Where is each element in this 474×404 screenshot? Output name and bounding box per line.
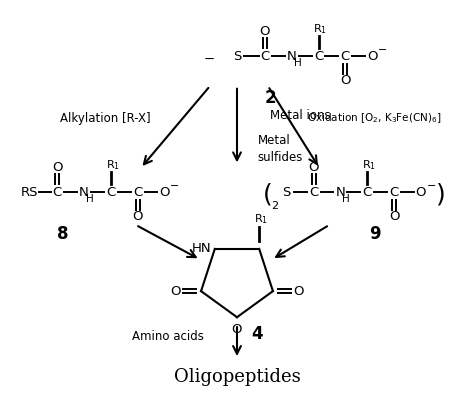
Text: C: C bbox=[341, 50, 350, 63]
Text: C: C bbox=[363, 185, 372, 199]
Text: R$_1$: R$_1$ bbox=[106, 158, 120, 172]
Text: Amino acids: Amino acids bbox=[132, 330, 204, 343]
Text: $-$: $-$ bbox=[426, 179, 436, 189]
Text: O: O bbox=[416, 185, 426, 199]
Text: sulfides: sulfides bbox=[258, 151, 303, 164]
Text: C: C bbox=[133, 185, 142, 199]
Text: O: O bbox=[389, 210, 399, 223]
Text: O: O bbox=[260, 25, 270, 38]
Text: $-$: $-$ bbox=[377, 43, 387, 53]
Text: S: S bbox=[283, 185, 291, 199]
Text: C: C bbox=[260, 50, 269, 63]
Text: O: O bbox=[232, 323, 242, 336]
Text: H: H bbox=[343, 194, 350, 204]
Text: O: O bbox=[340, 74, 351, 87]
Text: R$_1$: R$_1$ bbox=[254, 212, 268, 226]
Text: 4: 4 bbox=[251, 325, 263, 343]
Text: O: O bbox=[132, 210, 143, 223]
Text: H: H bbox=[86, 194, 94, 204]
Text: O: O bbox=[170, 285, 181, 298]
Text: ): ) bbox=[436, 182, 446, 206]
Text: $-$: $-$ bbox=[203, 51, 215, 65]
Text: Alkylation [R-X]: Alkylation [R-X] bbox=[61, 112, 151, 125]
Text: 8: 8 bbox=[57, 225, 69, 243]
Text: N: N bbox=[79, 185, 89, 199]
Text: S: S bbox=[233, 50, 241, 63]
Text: R$_1$: R$_1$ bbox=[362, 158, 376, 172]
Text: Metal ions: Metal ions bbox=[270, 109, 330, 122]
Text: Oxidation [O$_2$, K$_3$Fe(CN)$_6$]: Oxidation [O$_2$, K$_3$Fe(CN)$_6$] bbox=[307, 112, 441, 126]
Text: Oligopeptides: Oligopeptides bbox=[173, 368, 301, 386]
Text: (: ( bbox=[263, 182, 273, 206]
Text: N: N bbox=[287, 50, 297, 63]
Text: H: H bbox=[294, 58, 301, 68]
Text: O: O bbox=[367, 50, 377, 63]
Text: O: O bbox=[159, 185, 170, 199]
Text: C: C bbox=[53, 185, 62, 199]
Text: N: N bbox=[336, 185, 345, 199]
Text: Metal: Metal bbox=[258, 134, 291, 147]
Text: HN: HN bbox=[192, 242, 212, 255]
Text: C: C bbox=[309, 185, 318, 199]
Text: O: O bbox=[52, 161, 62, 174]
Text: C: C bbox=[390, 185, 399, 199]
Text: O: O bbox=[293, 285, 304, 298]
Text: 2: 2 bbox=[271, 201, 278, 211]
Text: C: C bbox=[314, 50, 323, 63]
Text: O: O bbox=[308, 161, 319, 174]
Text: $-$: $-$ bbox=[169, 179, 180, 189]
Text: 2: 2 bbox=[265, 89, 277, 107]
Text: 9: 9 bbox=[369, 225, 381, 243]
Text: R$_1$: R$_1$ bbox=[313, 22, 328, 36]
Text: C: C bbox=[106, 185, 115, 199]
Text: RS: RS bbox=[20, 185, 38, 199]
